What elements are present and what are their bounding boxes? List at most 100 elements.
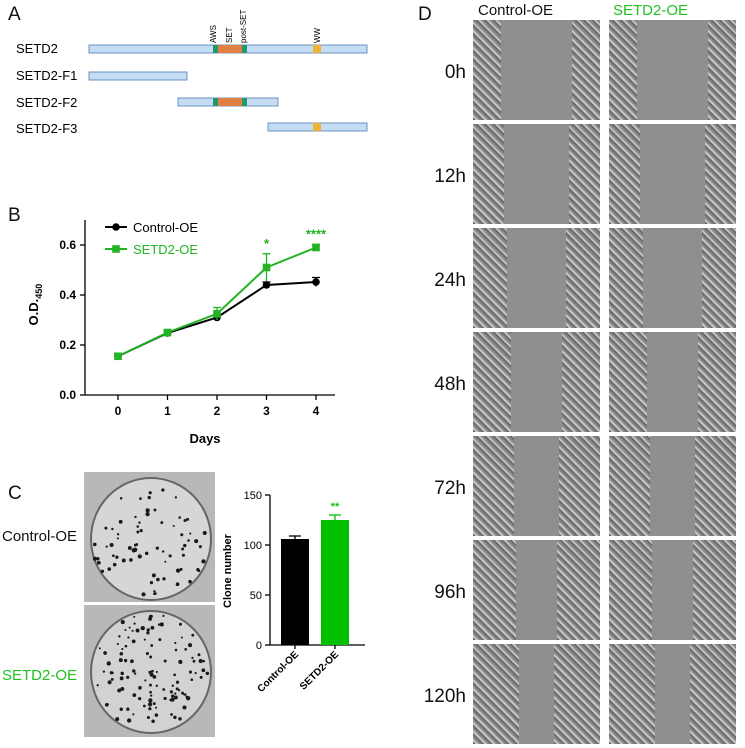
- colony-dot: [138, 697, 142, 701]
- colony-dot: [132, 669, 136, 673]
- colony-dot: [201, 559, 206, 564]
- colony-dot: [136, 530, 140, 534]
- colony-dot: [197, 569, 201, 573]
- cell-front-right: [693, 540, 736, 640]
- colony-dot: [119, 707, 123, 711]
- colony-dot: [155, 546, 159, 550]
- colony-dot: [175, 568, 181, 573]
- colony-dot: [160, 521, 164, 524]
- timepoint-label: 120h: [423, 686, 466, 707]
- data-point: [213, 309, 221, 318]
- colony-dot: [139, 497, 142, 500]
- colony-dot: [104, 526, 108, 530]
- colony-dot: [112, 562, 117, 567]
- colony-dot: [191, 656, 194, 660]
- colony-dot: [179, 567, 183, 571]
- colony-dot: [124, 644, 128, 648]
- colony-dot: [144, 551, 149, 556]
- colony-dot: [181, 547, 185, 551]
- scratch-image-setd2-120h: [609, 644, 736, 744]
- colony-dot: [163, 696, 167, 701]
- x-axis-label: Days: [189, 431, 220, 446]
- colony-dot: [138, 521, 141, 524]
- cell-front-right: [708, 20, 736, 120]
- colony-dot: [188, 579, 192, 584]
- colony-dot: [199, 675, 203, 679]
- colony-dot: [120, 620, 125, 625]
- colony-dot: [127, 546, 132, 550]
- colony-dot: [119, 496, 123, 500]
- colony-dot: [178, 717, 182, 721]
- colony-dot: [152, 702, 156, 706]
- cell-front-left: [473, 124, 504, 224]
- colony-dot: [92, 556, 97, 561]
- colony-dot: [173, 715, 177, 720]
- colony-dot: [109, 671, 114, 675]
- colony-dot: [145, 651, 149, 656]
- colony-dot: [149, 694, 153, 697]
- cell-front-left: [609, 20, 637, 120]
- colony-dot: [175, 582, 180, 587]
- colony-dot: [131, 629, 134, 632]
- colony-dot: [186, 517, 190, 521]
- legend-label: SETD2-OE: [133, 242, 198, 257]
- y-tick-label: 0.0: [59, 388, 76, 402]
- colony-dot: [152, 674, 157, 679]
- scratch-image-control-0h: [473, 20, 600, 120]
- colony-dot: [150, 644, 154, 647]
- colony-dot: [164, 560, 167, 563]
- post-set-domain: [242, 45, 247, 53]
- colony-dot: [155, 684, 159, 687]
- colony-dot: [172, 524, 175, 527]
- cell-front-left: [473, 332, 511, 432]
- colony-dot: [96, 560, 101, 565]
- legend-marker: [112, 223, 120, 231]
- colony-dot: [146, 631, 150, 635]
- colony-dot: [171, 684, 174, 687]
- colony-dot: [116, 642, 119, 646]
- colony-dot: [161, 550, 165, 553]
- colony-dot: [191, 633, 195, 637]
- colony-dot: [192, 659, 196, 663]
- colony-dot: [124, 628, 127, 631]
- colony-dot: [98, 647, 101, 650]
- colony-dot: [127, 636, 130, 639]
- colony-dot: [117, 688, 122, 693]
- colony-dot: [130, 659, 134, 664]
- scratch-image-control-12h: [473, 124, 600, 224]
- timepoint-label: 96h: [434, 582, 466, 603]
- colony-dot: [132, 713, 135, 716]
- colony-dot: [118, 519, 123, 524]
- colony-dot: [149, 683, 152, 687]
- colony-dot: [161, 488, 165, 492]
- scratch-image-setd2-24h: [609, 228, 736, 328]
- scratch-image-setd2-0h: [609, 20, 736, 120]
- colony-dot: [170, 713, 173, 716]
- colony-dot: [183, 693, 186, 696]
- colony-dot: [168, 554, 172, 558]
- colony-dot: [111, 527, 114, 531]
- colony-dot: [148, 614, 153, 619]
- colony-dot: [128, 626, 131, 629]
- colony-dot: [197, 653, 201, 657]
- control-plate-dish: [90, 477, 212, 601]
- domain-label-aws: AWS: [209, 25, 218, 43]
- colony-dot: [174, 692, 177, 695]
- cell-front-right: [559, 436, 600, 536]
- colony-dot: [190, 678, 194, 682]
- legend-label: Control-OE: [133, 220, 198, 235]
- panel-a-letter: A: [8, 4, 21, 25]
- data-point: [163, 328, 172, 337]
- colony-dot: [103, 651, 107, 655]
- bar-0: [281, 539, 309, 645]
- colony-dot: [121, 558, 126, 563]
- colony-dot: [158, 638, 162, 642]
- plate-label-control: Control-OE: [2, 528, 78, 545]
- colony-dot: [183, 543, 187, 548]
- colony-dot: [106, 661, 111, 666]
- cell-front-right: [705, 124, 736, 224]
- colony-dot: [183, 519, 187, 523]
- colony-dot: [96, 556, 100, 561]
- f3-ww-domain: [313, 123, 321, 131]
